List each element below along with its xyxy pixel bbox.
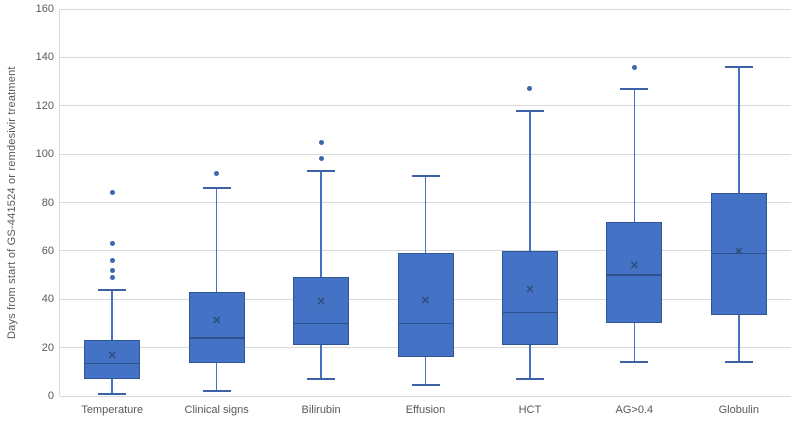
gridline-y-140 [60, 56, 791, 58]
y-tick-label-80: 80 [41, 196, 54, 209]
whisker-upper-hct [529, 110, 531, 251]
box-effusion [397, 253, 454, 358]
outlier-point-clinical-signs-0 [214, 170, 220, 176]
mean-marker-icon-bilirubin: ✕ [316, 296, 326, 309]
x-category-label-hct: HCT [518, 404, 542, 416]
whisker-cap-low-temperature [98, 392, 127, 395]
y-axis-title: Days from start of GS-441524 or remdesiv… [6, 66, 18, 339]
box-bilirubin [293, 277, 350, 346]
whisker-cap-high-ag-0-4 [620, 87, 649, 90]
mean-marker-icon-hct: ✕ [525, 284, 535, 297]
mean-marker-icon-ag-0-4: ✕ [629, 260, 639, 273]
x-category-label-effusion: Effusion [405, 404, 446, 416]
whisker-cap-low-ag-0-4 [620, 361, 649, 364]
outlier-point-temperature-4 [109, 190, 115, 196]
whisker-lower-bilirubin [320, 345, 322, 380]
whisker-cap-low-globulin [724, 361, 753, 364]
gridline-y-100 [60, 153, 791, 155]
box-temperature [84, 340, 141, 380]
y-tick-label-100: 100 [35, 148, 54, 161]
y-tick-label-160: 160 [35, 3, 54, 15]
mean-marker-icon-effusion: ✕ [420, 295, 431, 308]
x-category-label-ag-0-4: AG>0.4 [615, 404, 654, 416]
y-tick-label-20: 20 [41, 341, 54, 354]
mean-marker-icon-clinical-signs: ✕ [212, 314, 222, 327]
whisker-lower-ag-0-4 [633, 323, 636, 363]
plot-area: ✕ ✕ ✕ ✕ ✕ ✕ ✕ [59, 8, 791, 397]
outlier-point-temperature-3 [109, 241, 115, 247]
whisker-cap-high-bilirubin [307, 170, 336, 173]
whisker-lower-clinical-signs [215, 363, 218, 392]
box-clinical-signs [188, 291, 245, 364]
whisker-lower-effusion [424, 357, 427, 386]
whisker-lower-temperature [111, 379, 113, 394]
x-category-label-clinical-signs: Clinical signs [184, 404, 249, 416]
box-ag-0-4 [606, 221, 663, 324]
x-category-label-temperature: Temperature [81, 404, 144, 416]
whisker-upper-temperature [111, 289, 113, 341]
outlier-point-ag-0-4-0 [631, 64, 637, 70]
whisker-upper-ag-0-4 [633, 88, 636, 222]
whisker-cap-high-globulin [724, 66, 753, 69]
whisker-upper-globulin [738, 67, 740, 193]
outlier-point-temperature-1 [109, 267, 115, 273]
median-line-temperature [84, 362, 141, 365]
y-tick-label-140: 140 [35, 51, 54, 64]
outlier-point-hct-0 [527, 86, 533, 92]
whisker-cap-low-hct [515, 378, 544, 381]
mean-marker-icon-globulin: ✕ [734, 245, 744, 258]
y-tick-label-40: 40 [41, 293, 54, 306]
mean-marker-icon-temperature: ✕ [107, 349, 117, 362]
whisker-cap-high-hct [515, 109, 544, 112]
outlier-point-bilirubin-0 [318, 156, 324, 162]
outlier-point-bilirubin-1 [318, 139, 324, 145]
median-line-bilirubin [293, 322, 350, 325]
outlier-point-temperature-2 [109, 258, 115, 264]
whisker-upper-clinical-signs [215, 187, 218, 292]
whisker-upper-effusion [424, 175, 427, 254]
median-line-globulin [710, 252, 767, 255]
y-tick-label-60: 60 [41, 244, 54, 257]
gridline-y-160 [60, 8, 791, 10]
whisker-lower-globulin [738, 314, 740, 363]
whisker-cap-high-effusion [411, 174, 440, 177]
x-category-label-globulin: Globulin [718, 404, 759, 416]
whisker-upper-bilirubin [320, 171, 322, 278]
x-category-label-bilirubin: Bilirubin [301, 404, 341, 416]
median-line-ag-0-4 [606, 274, 663, 276]
y-axis-line [59, 9, 60, 396]
whisker-cap-high-temperature [98, 288, 127, 291]
median-line-clinical-signs [188, 337, 245, 339]
whisker-cap-low-bilirubin [307, 378, 336, 381]
whisker-cap-low-effusion [411, 384, 440, 387]
whisker-lower-hct [529, 345, 531, 380]
outlier-point-temperature-0 [109, 274, 115, 280]
median-line-hct [501, 311, 558, 314]
gridline-y-120 [60, 105, 791, 107]
whisker-cap-low-clinical-signs [202, 390, 231, 393]
y-tick-label-0: 0 [47, 390, 54, 402]
whisker-cap-high-clinical-signs [202, 186, 231, 189]
median-line-effusion [397, 322, 454, 325]
gridline-y-0 [60, 395, 791, 397]
y-tick-label-120: 120 [35, 99, 54, 112]
box-hct [501, 250, 558, 346]
